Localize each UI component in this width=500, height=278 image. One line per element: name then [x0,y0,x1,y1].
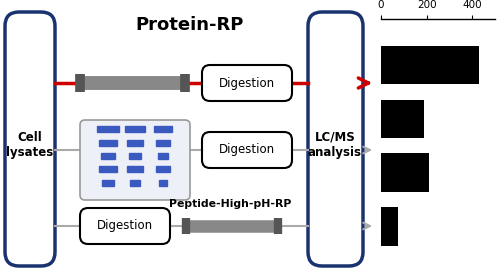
Text: Protein-RP: Protein-RP [136,16,244,34]
FancyBboxPatch shape [80,208,170,244]
Bar [130,180,140,186]
Text: SDS-PAGE: SDS-PAGE [107,208,163,218]
Bar [102,180,114,186]
Text: Digestion: Digestion [219,76,275,90]
FancyBboxPatch shape [5,12,55,266]
Bar [154,126,172,132]
Bar [127,166,143,172]
FancyBboxPatch shape [202,65,292,101]
FancyBboxPatch shape [80,120,190,200]
FancyBboxPatch shape [308,12,363,266]
Bar [158,180,166,186]
Text: Digestion: Digestion [219,143,275,157]
Text: Cell
lysates: Cell lysates [6,131,54,159]
FancyBboxPatch shape [202,132,292,168]
Bar [98,166,116,172]
Bar [100,153,114,159]
Bar [156,140,170,146]
Bar [381,153,429,192]
Bar [381,207,398,246]
Bar [156,166,170,172]
Text: LC/MS
analysis: LC/MS analysis [308,131,362,159]
Bar [158,153,168,159]
Bar [98,140,116,146]
Bar [381,46,479,85]
Text: Digestion: Digestion [97,220,153,232]
Bar [129,153,141,159]
Text: Peptide-High-pH-RP: Peptide-High-pH-RP [169,199,291,209]
Bar [127,140,143,146]
Bar [125,126,145,132]
Bar [96,126,118,132]
Bar [381,100,424,138]
